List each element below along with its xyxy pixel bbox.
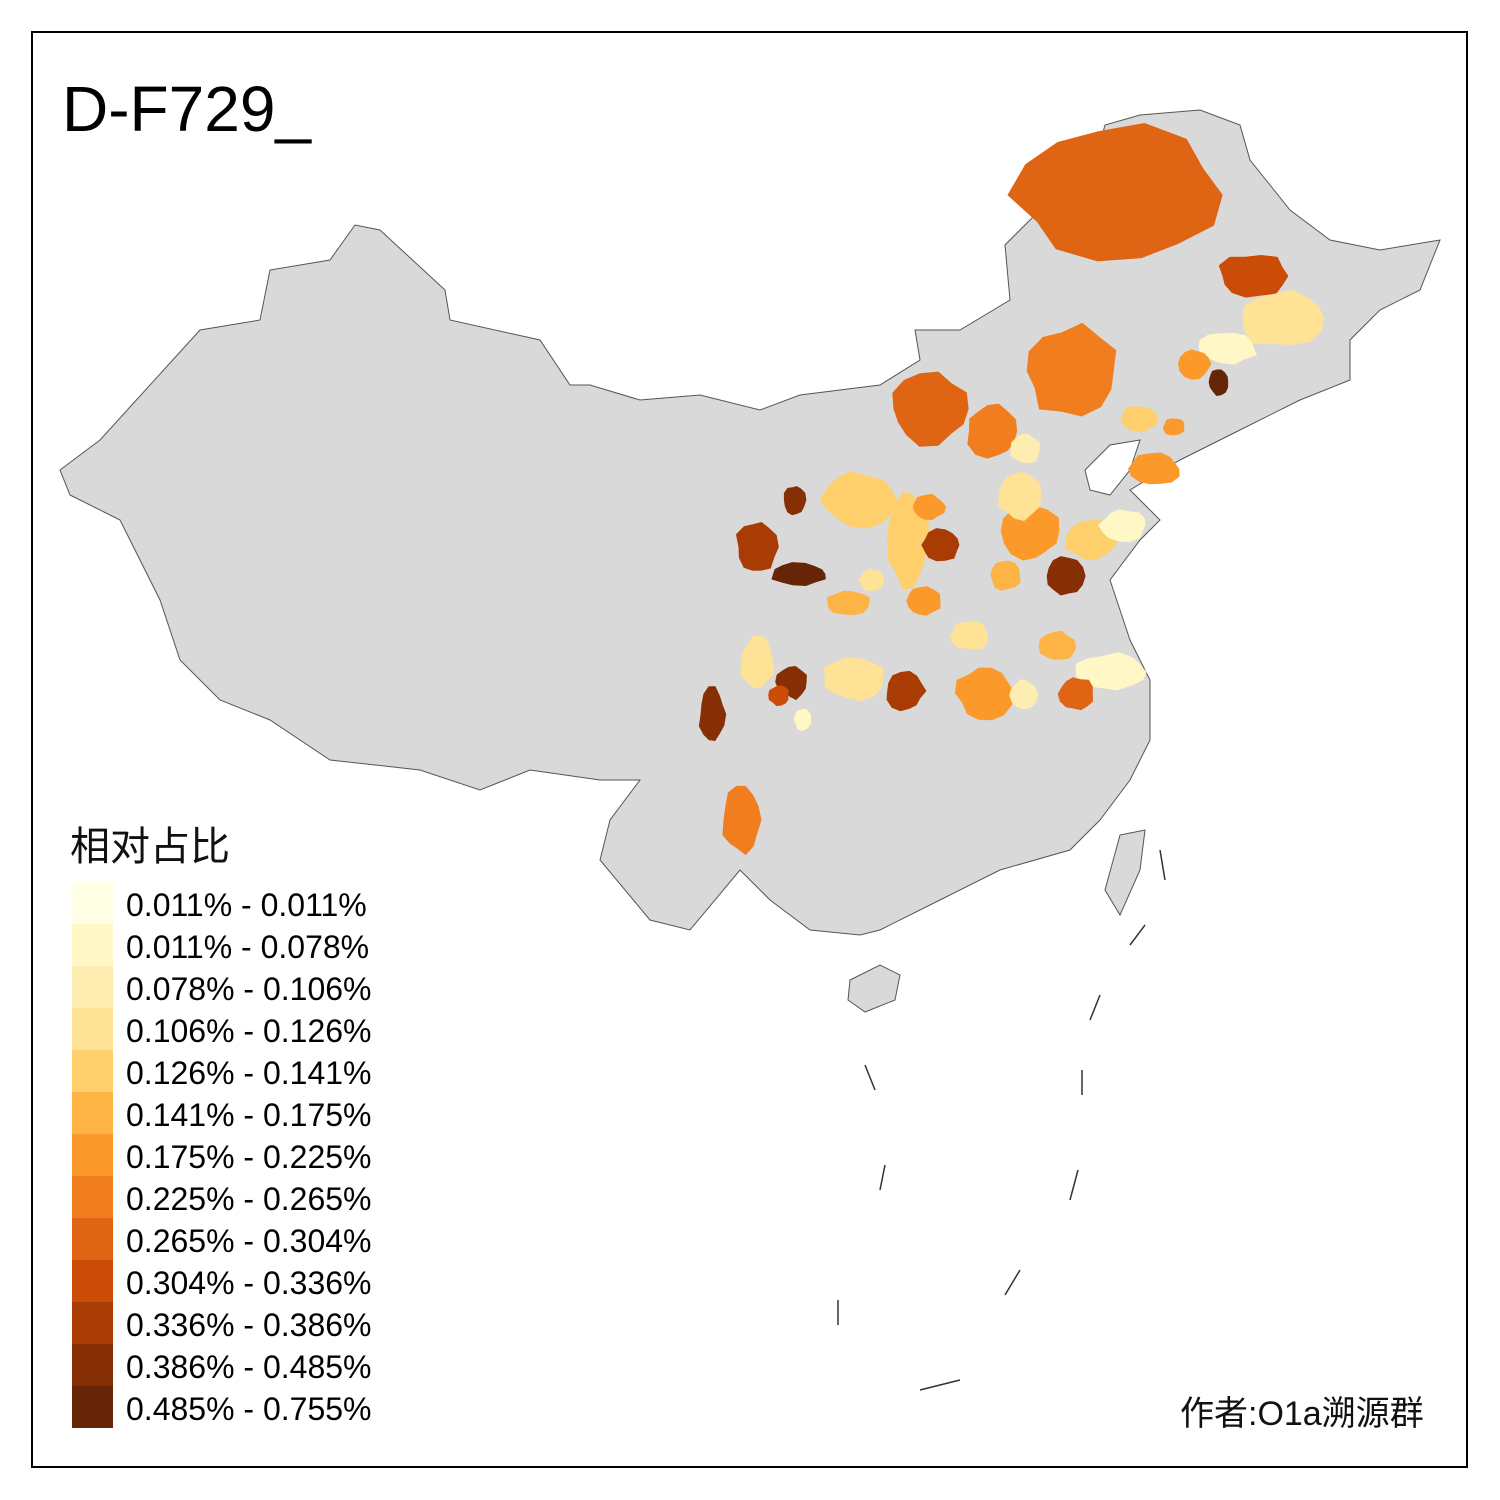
boundary-dash [864,1064,876,1091]
region [768,685,789,707]
region [783,486,807,516]
legend-item: 0.078% - 0.106% [72,966,372,1008]
boundary-dash [919,1379,961,1391]
boundary-dash [1129,924,1146,946]
legend-item: 0.175% - 0.225% [72,1134,372,1176]
legend-label: 0.386% - 0.485% [126,1348,372,1385]
legend-item: 0.304% - 0.336% [72,1260,372,1302]
legend-label: 0.175% - 0.225% [126,1138,372,1175]
legend-swatch [72,966,113,1008]
legend-swatch [72,1092,113,1134]
region [698,686,727,742]
legend-swatch [72,1134,113,1176]
legend-item: 0.126% - 0.141% [72,1050,372,1092]
hainan-island [847,964,901,1013]
region [824,657,884,702]
legend-item: 0.265% - 0.304% [72,1218,372,1260]
region [1127,452,1180,485]
legend-swatch [72,1260,113,1302]
legend-swatch [72,924,113,966]
map-frame [31,31,1468,1468]
region [1075,652,1147,691]
region [1026,322,1117,417]
legend-swatch [72,1302,113,1344]
legend-label: 0.126% - 0.141% [126,1054,372,1091]
region [921,528,960,562]
region [858,568,884,592]
region [1120,406,1159,432]
legend-swatch [72,1050,113,1092]
legend-item: 0.011% - 0.011% [72,882,372,924]
legend-title: 相对占比 [70,825,230,869]
legend-label: 0.304% - 0.336% [126,1264,372,1301]
legend-item: 0.336% - 0.386% [72,1302,372,1344]
region [1162,418,1185,436]
region [906,586,941,616]
region [1198,332,1257,365]
legend-label: 0.011% - 0.078% [126,928,370,965]
region [722,785,762,856]
legend-label: 0.336% - 0.386% [126,1306,372,1343]
legend: 0.011% - 0.011% 0.011% - 0.078% 0.078% - 0… [72,882,372,1428]
legend-item: 0.386% - 0.485% [72,1344,372,1386]
region [771,562,826,587]
legend-item: 0.225% - 0.265% [72,1176,372,1218]
region [739,634,775,689]
author-credit: 作者:O1a溯源群 [1180,1395,1424,1433]
region [1097,509,1146,543]
region [1046,556,1086,596]
region [1038,630,1077,660]
region [912,493,947,521]
regions-layer [698,122,1325,856]
legend-label: 0.141% - 0.175% [126,1096,372,1133]
legend-label: 0.485% - 0.755% [126,1390,372,1427]
legend-item: 0.485% - 0.755% [72,1386,372,1428]
region [826,590,870,616]
region [1177,349,1212,380]
legend-swatch [72,1008,113,1050]
region [1000,505,1060,561]
region [954,667,1016,721]
south-sea-islands [837,849,1166,1391]
legend-swatch [72,1176,113,1218]
legend-swatch [72,1386,113,1428]
region [1007,122,1223,262]
legend-label: 0.265% - 0.304% [126,1222,372,1259]
region [1218,254,1289,298]
region [1057,677,1094,711]
region [949,620,988,650]
taiwan-island [1104,829,1146,917]
map-title: D-F729_ [62,73,311,145]
boundary-dash [879,1164,886,1191]
legend-swatch [72,882,113,924]
region [1010,433,1041,464]
legend-swatch [72,1218,113,1260]
region [1208,369,1229,397]
region [819,470,898,529]
legend-item: 0.141% - 0.175% [72,1092,372,1134]
legend-swatch [72,1344,113,1386]
boundary-dash [1069,1169,1079,1201]
legend-item: 0.106% - 0.126% [72,1008,372,1050]
china-outline [59,109,1441,936]
region [967,403,1018,459]
legend-label: 0.011% - 0.011% [126,886,367,923]
legend-label: 0.106% - 0.126% [126,1012,372,1049]
region [793,708,812,732]
legend-label: 0.225% - 0.265% [126,1180,372,1217]
boundary-dash [1089,994,1101,1021]
region [998,471,1042,522]
region [1242,289,1325,345]
region [735,521,779,571]
legend-label: 0.078% - 0.106% [126,970,372,1007]
region [990,560,1021,591]
region [1009,679,1039,709]
region [886,670,927,712]
boundary-dash [1159,849,1166,881]
boundary-dash [1004,1269,1021,1296]
region [892,371,969,447]
legend-item: 0.011% - 0.078% [72,924,372,966]
